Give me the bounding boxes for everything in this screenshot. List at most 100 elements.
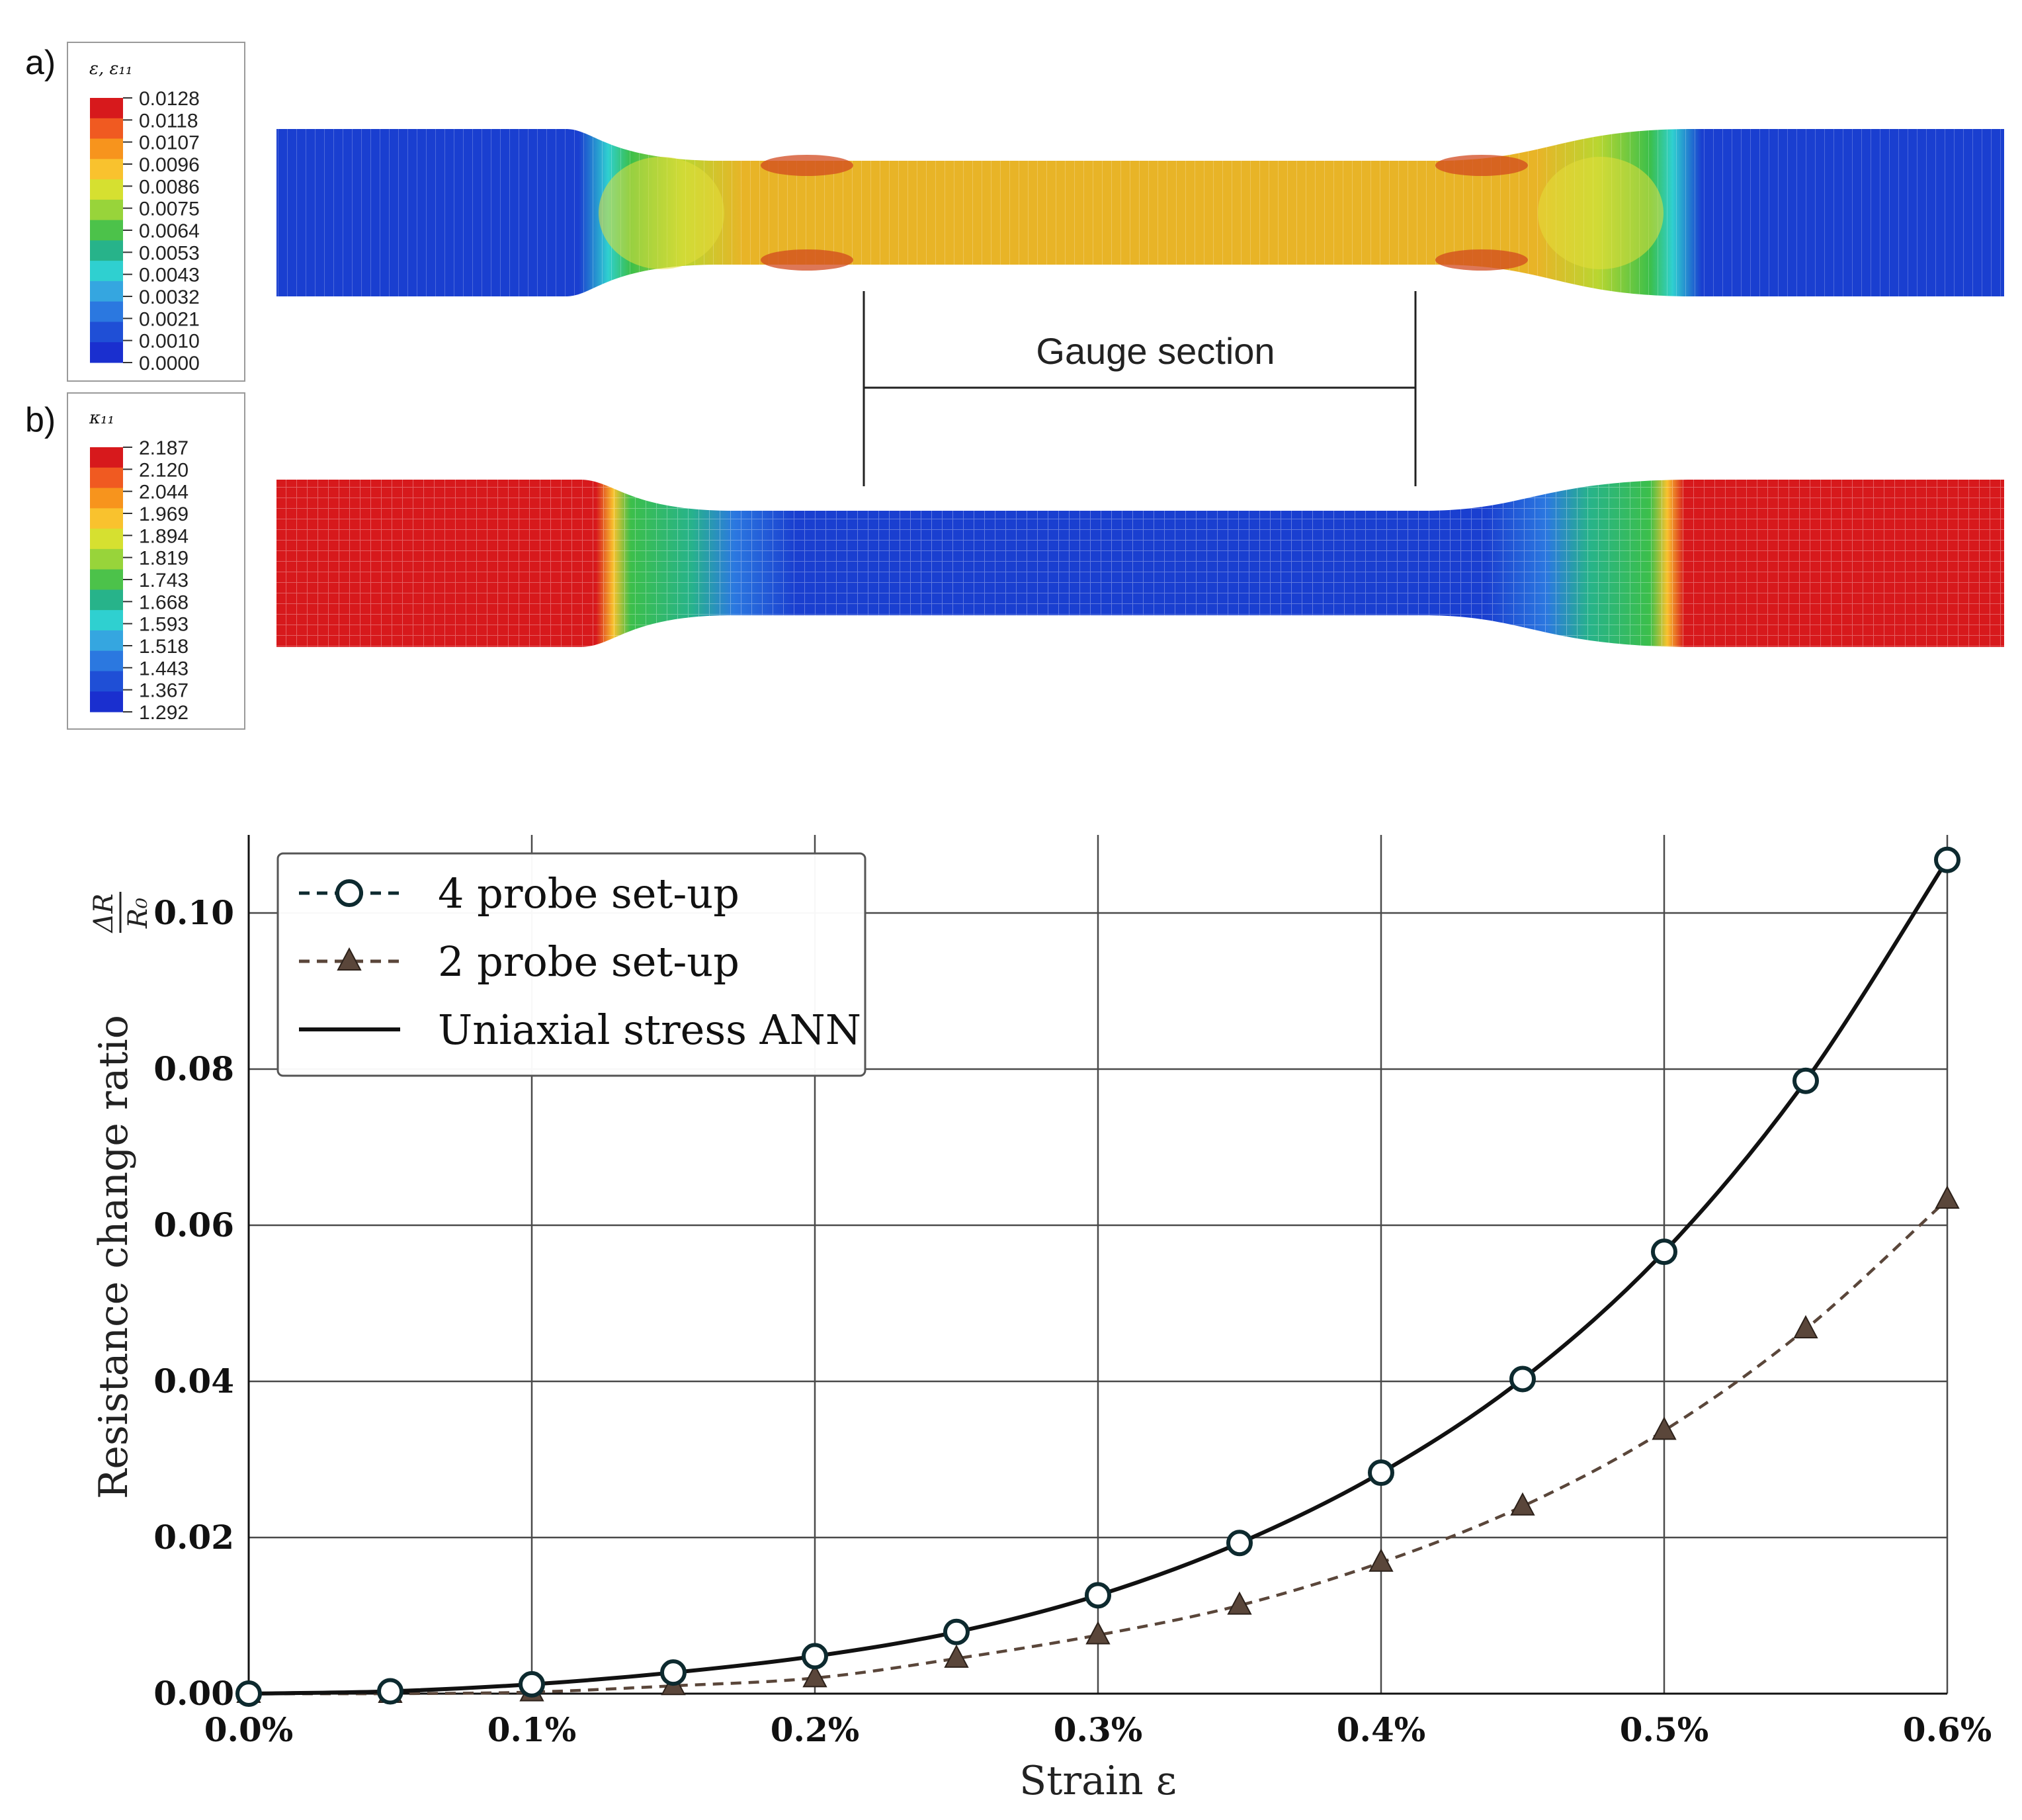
colorbar-a-swatch-4 [90, 179, 123, 200]
legend-label-0: 4 probe set-up [438, 869, 739, 918]
series-1-point-12 [1935, 1185, 1960, 1209]
colorbar-a-swatch-1 [90, 118, 123, 140]
series-0-point-5 [943, 1618, 970, 1645]
specimen-b [276, 480, 2004, 647]
colorbar-b-value-9: 1.518 [139, 636, 189, 658]
x-tick-label-1: 0.1% [487, 1710, 577, 1749]
colorbar-b-swatch-3 [90, 508, 123, 529]
colorbar-b-value-4: 1.894 [139, 525, 189, 547]
colorbar-a-swatch-7 [90, 240, 123, 261]
panel-b-legend-title: κ₁₁ [89, 408, 114, 428]
series-1-point-6 [1085, 1621, 1111, 1645]
x-tick-label-0: 0.0% [204, 1710, 294, 1749]
x-tick-label-3: 0.3% [1054, 1710, 1143, 1749]
panel-a-colorbar-labels: 0.01280.01180.01070.00960.00860.00750.00… [123, 88, 200, 374]
legend-label-1: 2 probe set-up [438, 937, 739, 986]
colorbar-a-swatch-12 [90, 342, 123, 363]
panel-b-colorbar-swatches [90, 447, 123, 713]
colorbar-b-value-11: 1.367 [139, 680, 189, 702]
panel-a-legend-title: ε, ε₁₁ [89, 59, 132, 79]
legend-label-2: Uniaxial stress ANN [438, 1006, 861, 1054]
series-1-point-9 [1510, 1492, 1535, 1516]
series-0-point-3 [660, 1659, 687, 1686]
colorbar-b-value-5: 1.819 [139, 548, 189, 570]
colorbar-a-swatch-2 [90, 138, 123, 159]
panel-a-label: a) [25, 44, 56, 82]
colorbar-a-value-1: 0.0118 [139, 110, 198, 132]
series-0-point-0 [235, 1680, 262, 1707]
colorbar-a-swatch-6 [90, 220, 123, 241]
colorbar-a-value-0: 0.0128 [139, 88, 200, 110]
series-line-2 [248, 859, 1949, 1696]
series-1-point-8 [1369, 1548, 1394, 1572]
panel-b-colorbar-labels: 2.1872.1202.0441.9691.8941.8191.7431.668… [123, 437, 189, 724]
colorbar-a-swatch-0 [90, 98, 123, 119]
colorbar-b-swatch-8 [90, 610, 123, 631]
colorbar-b-value-7: 1.668 [139, 591, 189, 613]
legend-frame [276, 852, 866, 1077]
gauge-section-label: Gauge section [1036, 330, 1275, 372]
colorbar-a-value-10: 0.0021 [139, 308, 200, 330]
colorbar-b-value-1: 2.120 [139, 459, 189, 481]
colorbar-a-value-6: 0.0064 [139, 220, 200, 242]
series-1-point-4 [802, 1664, 827, 1688]
colorbar-a-swatch-11 [90, 322, 123, 343]
colorbar-b-swatch-10 [90, 650, 123, 672]
colorbar-a-value-11: 0.0010 [139, 331, 200, 353]
series-0-point-12 [1934, 846, 1960, 873]
y-axis-label-denominator: R₀ [123, 898, 153, 929]
colorbar-a-swatch-10 [90, 301, 123, 322]
specimen-a [276, 129, 2004, 296]
colorbar-a-swatch-8 [90, 261, 123, 282]
series-1-point-10 [1652, 1416, 1677, 1440]
y-axis-label-numerator: ΔR [89, 893, 119, 933]
y-tick-label-0: 0.00 [153, 1674, 234, 1713]
legend-marker-1 [337, 947, 362, 971]
series-0-point-8 [1368, 1459, 1394, 1487]
colorbar-b-swatch-12 [90, 691, 123, 713]
x-tick-label-4: 0.4% [1337, 1710, 1426, 1749]
series-1-point-11 [1793, 1315, 1818, 1338]
y-tick-label-5: 0.10 [153, 893, 234, 932]
colorbar-a-value-3: 0.0096 [139, 154, 200, 176]
colorbar-a-value-5: 0.0075 [139, 198, 200, 220]
panel-b-colorbar: κ₁₁ 2.1872.1202.0441.9691.8941.8191.7431… [67, 392, 245, 730]
colorbar-b-swatch-1 [90, 467, 123, 489]
series-line-1 [248, 1198, 1949, 1696]
y-tick-label-1: 0.02 [153, 1518, 234, 1557]
colorbar-a-value-7: 0.0053 [139, 242, 200, 264]
colorbar-b-swatch-0 [90, 447, 123, 468]
y-axis-label: Resistance change ratio [91, 1015, 137, 1499]
colorbar-b-swatch-2 [90, 488, 123, 509]
colorbar-b-value-6: 1.743 [139, 570, 189, 591]
colorbar-b-swatch-9 [90, 630, 123, 652]
chart: 0.0% 0.1% 0.2% 0.3% 0.4% 0.5% 0.6% 0.00 0.02 0.04… [89, 835, 1992, 1804]
gauge-section-marker: Gauge section [863, 291, 1417, 486]
series-0-point-2 [519, 1670, 545, 1698]
series-0-point-7 [1226, 1530, 1253, 1557]
chart-tick-labels: 0.0% 0.1% 0.2% 0.3% 0.4% 0.5% 0.6% 0.00 0.02 0.04… [153, 893, 1992, 1749]
series-0-point-6 [1085, 1582, 1111, 1609]
series-1-point-7 [1227, 1591, 1252, 1615]
colorbar-a-value-4: 0.0086 [139, 176, 200, 198]
chart-series [235, 846, 1960, 1707]
y-tick-label-2: 0.04 [153, 1362, 234, 1401]
colorbar-a-swatch-5 [90, 199, 123, 221]
colorbar-b-swatch-4 [90, 529, 123, 550]
x-tick-label-6: 0.6% [1903, 1710, 1992, 1749]
colorbar-a-value-9: 0.0032 [139, 286, 200, 308]
x-axis-label: Strain ε [1019, 1758, 1177, 1804]
series-0-point-11 [1792, 1067, 1819, 1094]
colorbar-b-swatch-6 [90, 569, 123, 590]
x-tick-label-2: 0.2% [771, 1710, 860, 1749]
colorbar-b-value-10: 1.443 [139, 658, 189, 679]
chart-legend: 4 probe set-up 2 probe set-up Uniaxial str… [276, 852, 866, 1077]
colorbar-b-value-0: 2.187 [139, 437, 189, 459]
panel-a-colorbar-swatches [90, 98, 123, 363]
colorbar-a-value-12: 0.0000 [139, 353, 200, 374]
colorbar-b-value-8: 1.593 [139, 614, 189, 636]
series-0-point-10 [1651, 1238, 1677, 1266]
panel-b-label: b) [25, 401, 56, 439]
series-0-point-9 [1509, 1365, 1536, 1393]
